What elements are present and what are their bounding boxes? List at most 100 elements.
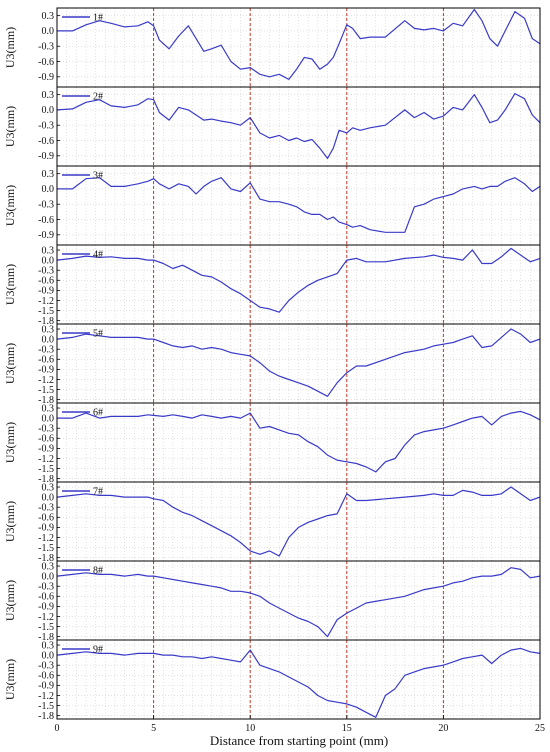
y-tick-label: 0.0 xyxy=(42,255,55,266)
y-tick-label: 0.0 xyxy=(42,413,55,424)
y-axis-label: U3(mm) xyxy=(3,501,17,542)
y-tick-label: -0.9 xyxy=(38,286,54,297)
series-line xyxy=(56,647,541,718)
y-axis-label: U3(mm) xyxy=(3,343,17,384)
legend-label: 6# xyxy=(93,408,103,419)
y-tick-label: -0.3 xyxy=(38,582,54,593)
x-tick-label: 5 xyxy=(151,723,156,734)
y-tick-label: 0.0 xyxy=(42,334,55,345)
y-tick-label: 0.0 xyxy=(42,26,55,37)
series-line xyxy=(56,92,541,159)
y-axis-label: U3(mm) xyxy=(3,264,17,305)
y-tick-label: -0.3 xyxy=(38,200,54,211)
panel-frame xyxy=(56,639,541,720)
y-tick-label: -0.6 xyxy=(38,136,54,147)
y-tick-label: 0.0 xyxy=(42,650,55,661)
y-tick-label: 0.3 xyxy=(42,403,55,414)
y-axis-label: U3(mm) xyxy=(3,27,17,68)
series-line xyxy=(56,247,541,313)
y-tick-label: -1.5 xyxy=(38,385,54,396)
y-tick-label: -0.6 xyxy=(38,434,54,445)
series-line xyxy=(56,486,541,557)
y-tick-label: -1.5 xyxy=(38,701,54,712)
y-tick-label: 0.3 xyxy=(42,11,55,22)
y-tick-label: 0.0 xyxy=(42,105,55,116)
y-tick-label: 0.3 xyxy=(42,640,55,651)
legend-label: 7# xyxy=(93,487,103,498)
y-tick-label: 0.0 xyxy=(42,492,55,503)
y-tick-label: -1.5 xyxy=(38,543,54,554)
y-tick-label: -0.9 xyxy=(38,602,54,613)
y-tick-label: -1.8 xyxy=(38,316,54,327)
y-tick-label: -0.6 xyxy=(38,592,54,603)
x-tick-label: 10 xyxy=(245,723,255,734)
y-tick-label: -1.2 xyxy=(38,612,54,623)
legend-label: 9# xyxy=(93,645,103,656)
legend-label: 2# xyxy=(93,92,103,103)
y-tick-label: -1.8 xyxy=(38,395,54,406)
y-tick-label: -1.5 xyxy=(38,622,54,633)
y-axis-label: U3(mm) xyxy=(3,185,17,226)
y-tick-label: -0.6 xyxy=(38,513,54,524)
y-tick-label: -0.9 xyxy=(38,365,54,376)
y-tick-label: -1.5 xyxy=(38,464,54,475)
y-tick-label: -0.6 xyxy=(38,215,54,226)
y-tick-label: -0.9 xyxy=(38,151,54,162)
y-tick-label: -0.9 xyxy=(38,523,54,534)
y-tick-label: -0.6 xyxy=(38,355,54,366)
y-tick-label: -1.2 xyxy=(38,691,54,702)
series-line xyxy=(57,8,541,81)
y-tick-label: -1.2 xyxy=(38,296,54,307)
y-tick-label: -0.3 xyxy=(38,661,54,672)
y-tick-label: 0.3 xyxy=(42,169,55,180)
series-line xyxy=(56,567,541,638)
y-tick-label: -0.9 xyxy=(38,681,54,692)
y-tick-label: -0.9 xyxy=(38,444,54,455)
x-axis-label: Distance from starting point (mm) xyxy=(210,733,388,748)
panels-group: 0.30.0-0.3-0.6-0.9U3(mm)1#0.30.0-0.3-0.6… xyxy=(3,7,545,734)
y-tick-label: -1.8 xyxy=(38,711,54,722)
y-tick-label: 0.3 xyxy=(42,482,55,493)
y-tick-label: -0.9 xyxy=(38,72,54,83)
y-axis-label: U3(mm) xyxy=(3,422,17,463)
y-tick-label: -0.6 xyxy=(38,57,54,68)
y-tick-label: 0.3 xyxy=(42,90,55,101)
legend-label: 4# xyxy=(93,250,103,261)
y-tick-label: -0.3 xyxy=(38,503,54,514)
y-tick-label: -1.8 xyxy=(38,474,54,485)
y-axis-label: U3(mm) xyxy=(3,659,17,700)
y-tick-label: 0.0 xyxy=(42,571,55,582)
y-tick-label: -1.2 xyxy=(38,375,54,386)
y-tick-label: -1.2 xyxy=(38,533,54,544)
y-tick-label: -1.5 xyxy=(38,306,54,317)
y-tick-label: -1.2 xyxy=(38,454,54,465)
x-tick-label: 25 xyxy=(535,723,545,734)
y-tick-label: -1.8 xyxy=(38,553,54,564)
legend-label: 1# xyxy=(93,13,103,24)
y-tick-label: 0.0 xyxy=(42,184,55,195)
series-line xyxy=(56,328,541,397)
y-tick-label: -0.3 xyxy=(38,345,54,356)
x-tick-label: 15 xyxy=(342,723,352,734)
series-line xyxy=(57,177,541,233)
y-tick-label: -0.3 xyxy=(38,266,54,277)
y-tick-label: 0.3 xyxy=(42,245,55,256)
y-tick-label: -0.3 xyxy=(38,42,54,53)
y-axis-label: U3(mm) xyxy=(3,580,17,621)
y-tick-label: -0.6 xyxy=(38,276,54,287)
y-tick-label: 0.3 xyxy=(42,324,55,335)
y-tick-label: -0.3 xyxy=(38,121,54,132)
legend-label: 5# xyxy=(93,329,103,340)
y-tick-label: -0.9 xyxy=(38,230,54,241)
y-tick-label: -0.6 xyxy=(38,671,54,682)
series-line xyxy=(57,410,541,473)
x-tick-label: 20 xyxy=(438,723,448,734)
y-tick-label: -1.8 xyxy=(38,632,54,643)
x-tick-label: 0 xyxy=(55,723,60,734)
y-axis-label: U3(mm) xyxy=(3,106,17,147)
y-tick-label: -0.3 xyxy=(38,424,54,435)
legend-label: 3# xyxy=(93,171,103,182)
y-tick-label: 0.3 xyxy=(42,561,55,572)
legend-label: 8# xyxy=(93,566,103,577)
